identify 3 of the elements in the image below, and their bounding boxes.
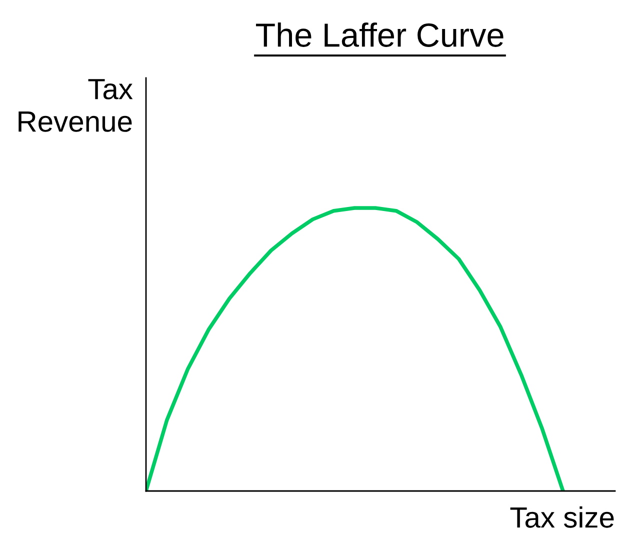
x-axis-title: Tax size (510, 506, 614, 528)
y-axis-title: Tax Revenue (18, 79, 133, 132)
chart-title: The Laffer Curve (256, 22, 504, 47)
